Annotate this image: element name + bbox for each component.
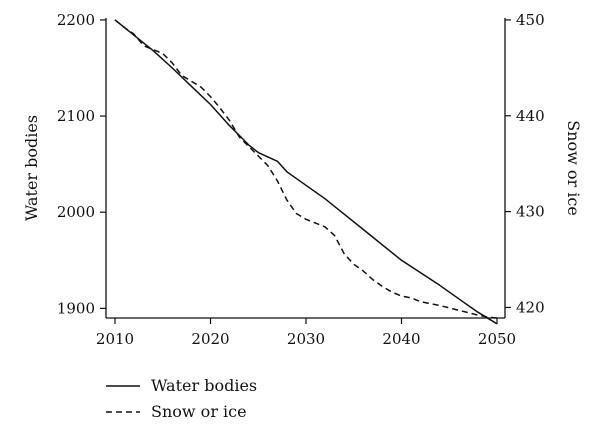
x-tick-label: 2040 bbox=[382, 330, 420, 348]
series-line-water-bodies bbox=[114, 19, 498, 325]
series-line-snow-or-ice bbox=[114, 19, 498, 319]
left-y-tick-label: 1900 bbox=[57, 299, 95, 317]
right-y-tick-label: 420 bbox=[516, 298, 545, 316]
legend-label-water-bodies: Water bodies bbox=[151, 376, 257, 395]
right-y-tick-label: 440 bbox=[516, 107, 545, 125]
left-y-axis-title: Water bodies bbox=[22, 115, 41, 221]
right-y-tick-label: 430 bbox=[516, 203, 545, 221]
series-lines bbox=[114, 19, 498, 325]
right-y-axis-ticks: 420 430 440 450 bbox=[505, 11, 545, 316]
left-y-tick-label: 2100 bbox=[57, 107, 95, 125]
legend-label-snow-or-ice: Snow or ice bbox=[151, 402, 247, 421]
left-y-tick-label: 2000 bbox=[57, 203, 95, 221]
left-y-axis-ticks: 1900 2000 2100 2200 bbox=[57, 11, 106, 317]
x-tick-label: 2010 bbox=[96, 330, 134, 348]
legend: Water bodies Snow or ice bbox=[106, 376, 257, 421]
left-y-tick-label: 2200 bbox=[57, 11, 95, 29]
x-tick-label: 2030 bbox=[287, 330, 325, 348]
right-y-axis-title: Snow or ice bbox=[564, 120, 583, 216]
x-tick-label: 2050 bbox=[478, 330, 516, 348]
right-y-tick-label: 450 bbox=[516, 11, 545, 29]
x-axis-ticks: 2010 2020 2030 2040 2050 bbox=[96, 318, 516, 348]
x-tick-label: 2020 bbox=[191, 330, 229, 348]
